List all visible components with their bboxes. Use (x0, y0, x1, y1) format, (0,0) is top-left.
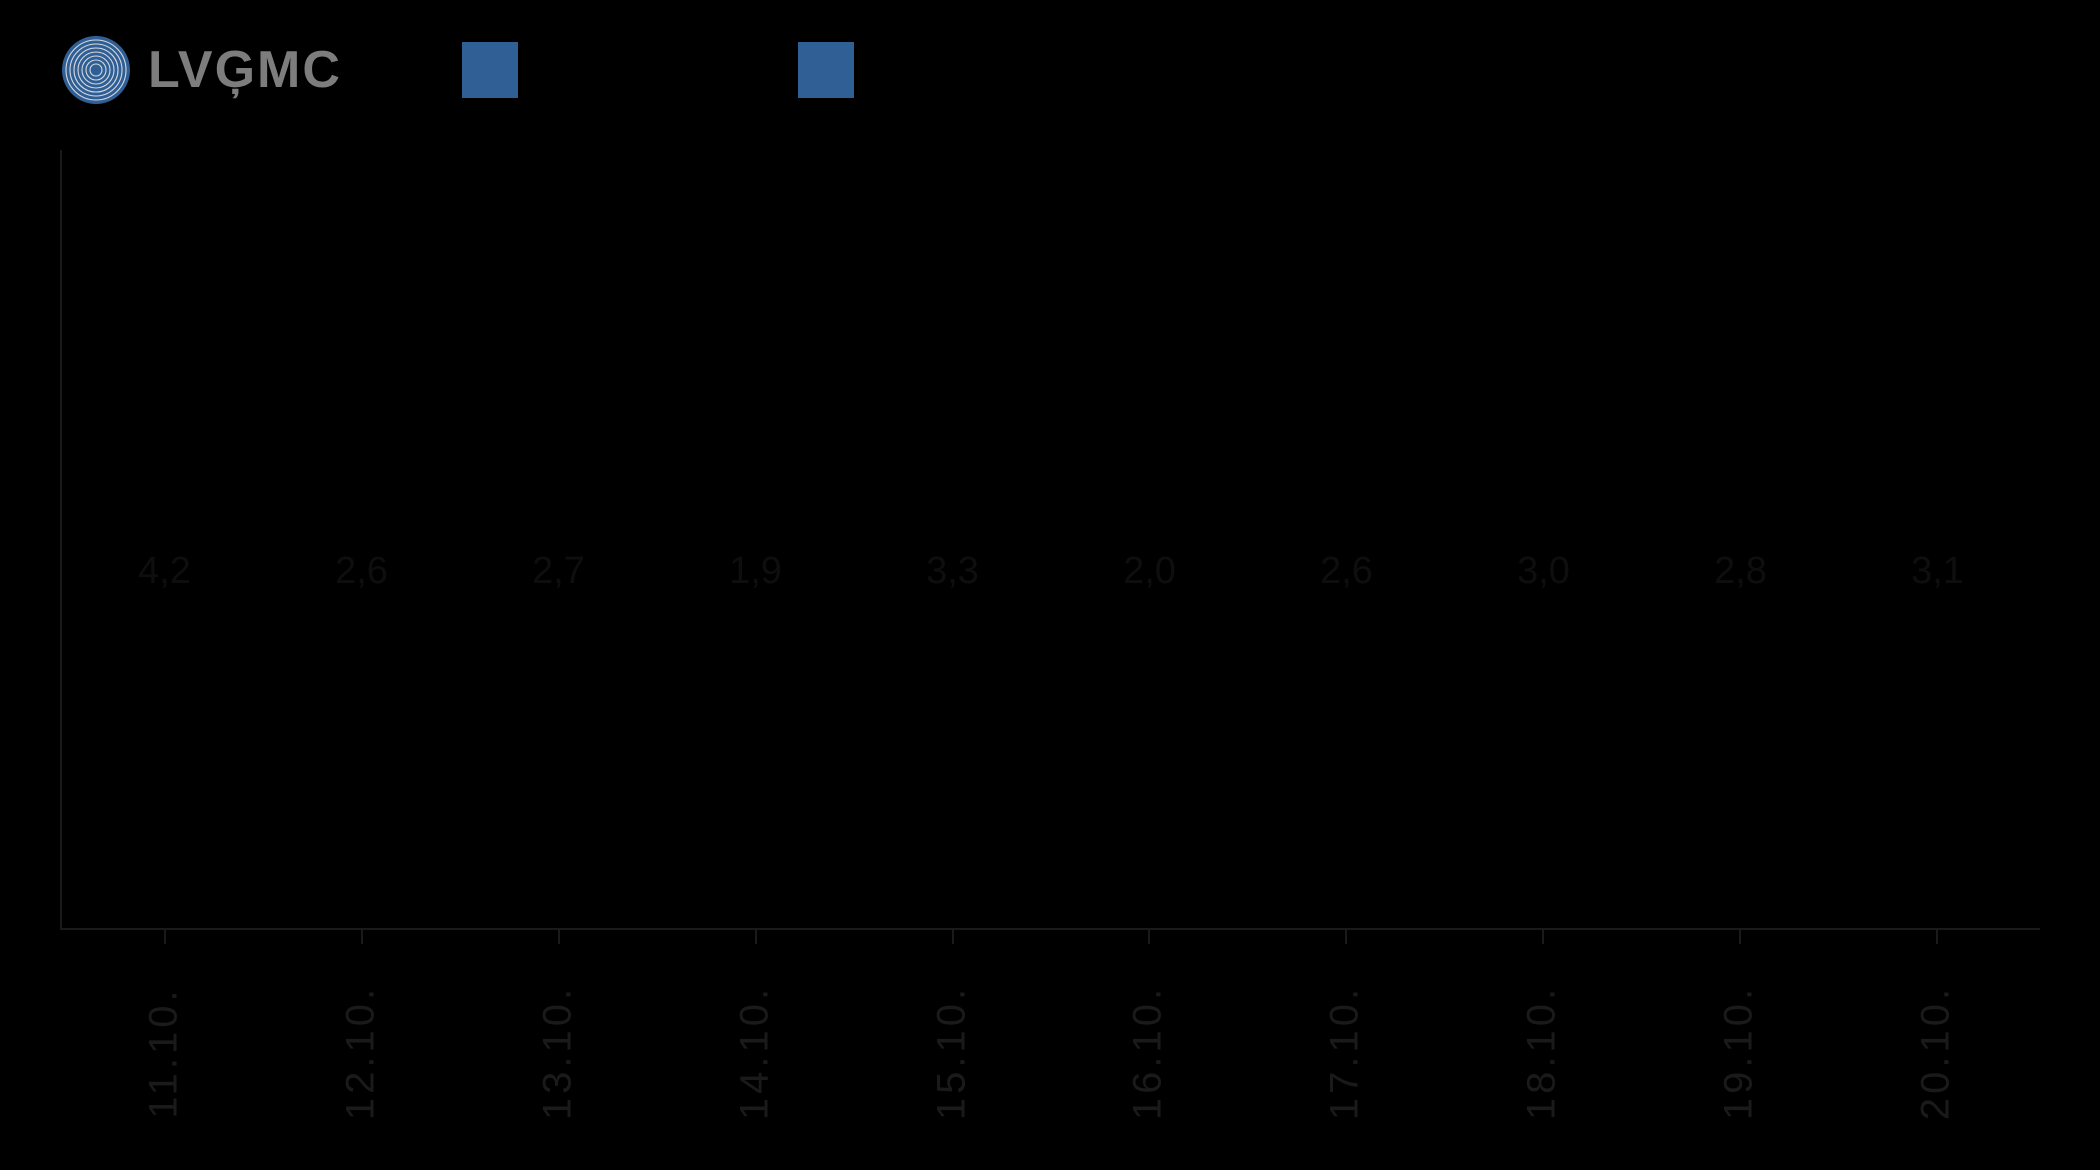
bar-value-label: 4,2 (138, 550, 191, 593)
bar-value-label: 3,3 (926, 550, 979, 593)
x-tick (164, 930, 166, 944)
legend-item-1 (798, 42, 874, 98)
logo: LVĢMC (60, 34, 342, 106)
logo-mark-icon (60, 34, 132, 106)
x-axis-labels: 11.10. 12.10. 13.10. 14.10. 15.10. 16.10. 17.1… (60, 930, 2040, 1130)
x-axis-label: 14.10. (732, 985, 777, 1120)
x-label-slot: 13.10. (462, 930, 655, 1130)
bar-value-label: 2,7 (532, 550, 585, 593)
header: LVĢMC (60, 30, 2040, 110)
legend-item-0 (462, 42, 538, 98)
bar-value-label: 2,6 (335, 550, 388, 593)
x-axis-label: 17.10. (1323, 985, 1368, 1120)
legend (462, 42, 874, 98)
x-tick (361, 930, 363, 944)
x-tick (755, 930, 757, 944)
x-label-slot: 16.10. (1052, 930, 1245, 1130)
chart-area: 4,2 2,6 2,7 1,9 3,3 2,0 2,6 3,0 2,8 3,1 11.10. 12.… (60, 150, 2040, 1130)
x-axis-label: 12.10. (339, 985, 384, 1120)
x-label-slot: 19.10. (1642, 930, 1835, 1130)
bar-value-label: 1,9 (729, 550, 782, 593)
x-label-slot: 12.10. (265, 930, 458, 1130)
x-tick (952, 930, 954, 944)
x-axis-label: 19.10. (1716, 985, 1761, 1120)
x-axis-label: 13.10. (535, 985, 580, 1120)
bar-value-label: 3,1 (1911, 550, 1964, 593)
legend-swatch-0-icon (462, 42, 518, 98)
x-tick (1148, 930, 1150, 944)
plot-area: 4,2 2,6 2,7 1,9 3,3 2,0 2,6 3,0 2,8 3,1 (60, 150, 2040, 930)
x-axis-label: 20.10. (1913, 985, 1958, 1120)
x-tick (1936, 930, 1938, 944)
logo-text: LVĢMC (148, 40, 342, 100)
bar-value-label: 3,0 (1517, 550, 1570, 593)
x-axis-label: 11.10. (142, 986, 187, 1118)
x-tick (1739, 930, 1741, 944)
page-root: LVĢMC 4,2 2,6 2,7 1,9 3,3 2,0 2,6 3,0 2,8 3,1 11.… (0, 0, 2100, 1170)
x-label-slot: 20.10. (1839, 930, 2032, 1130)
x-label-slot: 15.10. (855, 930, 1048, 1130)
x-label-slot: 14.10. (658, 930, 851, 1130)
x-axis-label: 18.10. (1519, 985, 1564, 1120)
x-axis-label: 16.10. (1126, 985, 1171, 1120)
bar-value-label: 2,0 (1123, 550, 1176, 593)
bars-container: 4,2 2,6 2,7 1,9 3,3 2,0 2,6 3,0 2,8 3,1 (62, 150, 2040, 928)
x-tick (1345, 930, 1347, 944)
x-tick (558, 930, 560, 944)
x-label-slot: 18.10. (1446, 930, 1639, 1130)
x-axis-label: 15.10. (929, 985, 974, 1120)
bar-value-label: 2,8 (1714, 550, 1767, 593)
legend-swatch-1-icon (798, 42, 854, 98)
bar-value-label: 2,6 (1320, 550, 1373, 593)
x-tick (1542, 930, 1544, 944)
x-label-slot: 17.10. (1249, 930, 1442, 1130)
x-label-slot: 11.10. (68, 930, 261, 1130)
